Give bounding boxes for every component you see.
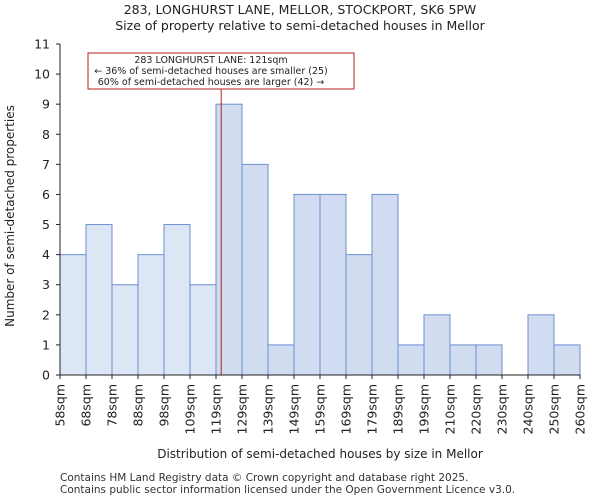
x-tick-label: 220sqm [469,384,484,434]
x-tick-label: 78sqm [105,384,120,427]
bar-chart: 0 1 2 3 4 5 6 7 8 9 10 11 58sqm 68sqm 78sqm 88sqm 98sqm 1… [3,37,588,462]
y-tick-label: 10 [34,67,50,82]
bar-139sqm [267,344,295,376]
y-tick-label: 8 [42,127,50,142]
x-tick-label: 159sqm [313,384,328,434]
annotation-line: 283 LONGHURST LANE: 121sqm [134,55,287,66]
y-tick-label: 2 [42,307,50,322]
bar-210sqm [449,344,477,376]
bar-159sqm [319,193,347,376]
x-tick-label: 58sqm [53,384,68,427]
bar-169sqm [345,254,373,376]
bar-220sqm [475,344,503,376]
y-tick-label: 9 [42,97,50,112]
bar-109sqm [189,284,217,376]
bars-layer [59,103,581,376]
bar-240sqm [527,314,555,376]
y-tick-label: 11 [34,37,50,52]
y-tick-label: 7 [42,157,50,172]
bar-149sqm [293,193,321,376]
x-tick-label: 199sqm [417,384,432,434]
y-tick-label: 0 [42,368,50,383]
x-tick-label: 68sqm [79,384,94,427]
x-tick-label: 88sqm [131,384,146,427]
footer-attribution-2: Contains public sector information licen… [60,484,516,496]
x-tick-label: 149sqm [287,384,302,434]
x-tick-label: 109sqm [183,384,198,434]
y-tick-label: 4 [42,247,50,262]
x-tick-label: 139sqm [261,384,276,434]
chart-subtitle: Size of property relative to semi-detach… [115,18,485,33]
axes-layer: 0 1 2 3 4 5 6 7 8 9 10 11 58sqm 68sqm 78sqm 88sqm 98sqm 1… [34,37,587,435]
x-tick-label: 98sqm [157,384,172,427]
annotation-line: 60% of semi-detached houses are larger (… [98,77,325,88]
y-tick-label: 3 [42,277,50,292]
marker-layer: 283 LONGHURST LANE: 121sqm← 36% of semi-… [87,52,355,375]
bar-58sqm [59,254,87,376]
x-tick-label: 210sqm [443,384,458,434]
x-axis-label: Distribution of semi-detached houses by … [157,447,483,461]
x-tick-label: 169sqm [339,384,354,434]
annotation-box [87,52,355,90]
footer-attribution-1: Contains HM Land Registry data © Crown c… [60,472,469,484]
chart-title: 283, LONGHURST LANE, MELLOR, STOCKPORT, … [123,2,477,17]
x-tick-label: 260sqm [573,384,588,434]
bar-78sqm [111,284,139,376]
y-tick-label: 1 [42,337,50,352]
bar-68sqm [85,224,113,376]
x-tick-label: 129sqm [235,384,250,434]
y-axis-label: Number of semi-detached properties [3,105,17,327]
x-tick-label: 250sqm [547,384,562,434]
bar-98sqm [163,224,191,376]
bar-88sqm [137,254,165,376]
y-tick-label: 5 [42,217,50,232]
bar-119sqm [215,103,243,376]
bar-189sqm [397,344,425,376]
bar-179sqm [371,193,399,376]
bar-199sqm [423,314,451,376]
x-tick-label: 230sqm [495,384,510,434]
x-tick-label: 119sqm [209,384,224,434]
bar-250sqm [553,344,581,376]
x-tick-label: 179sqm [365,384,380,434]
y-tick-label: 6 [42,187,50,202]
x-tick-label: 240sqm [521,384,536,434]
bar-129sqm [241,163,269,376]
x-tick-label: 189sqm [391,384,406,434]
annotation-line: ← 36% of semi-detached houses are smalle… [94,66,328,77]
